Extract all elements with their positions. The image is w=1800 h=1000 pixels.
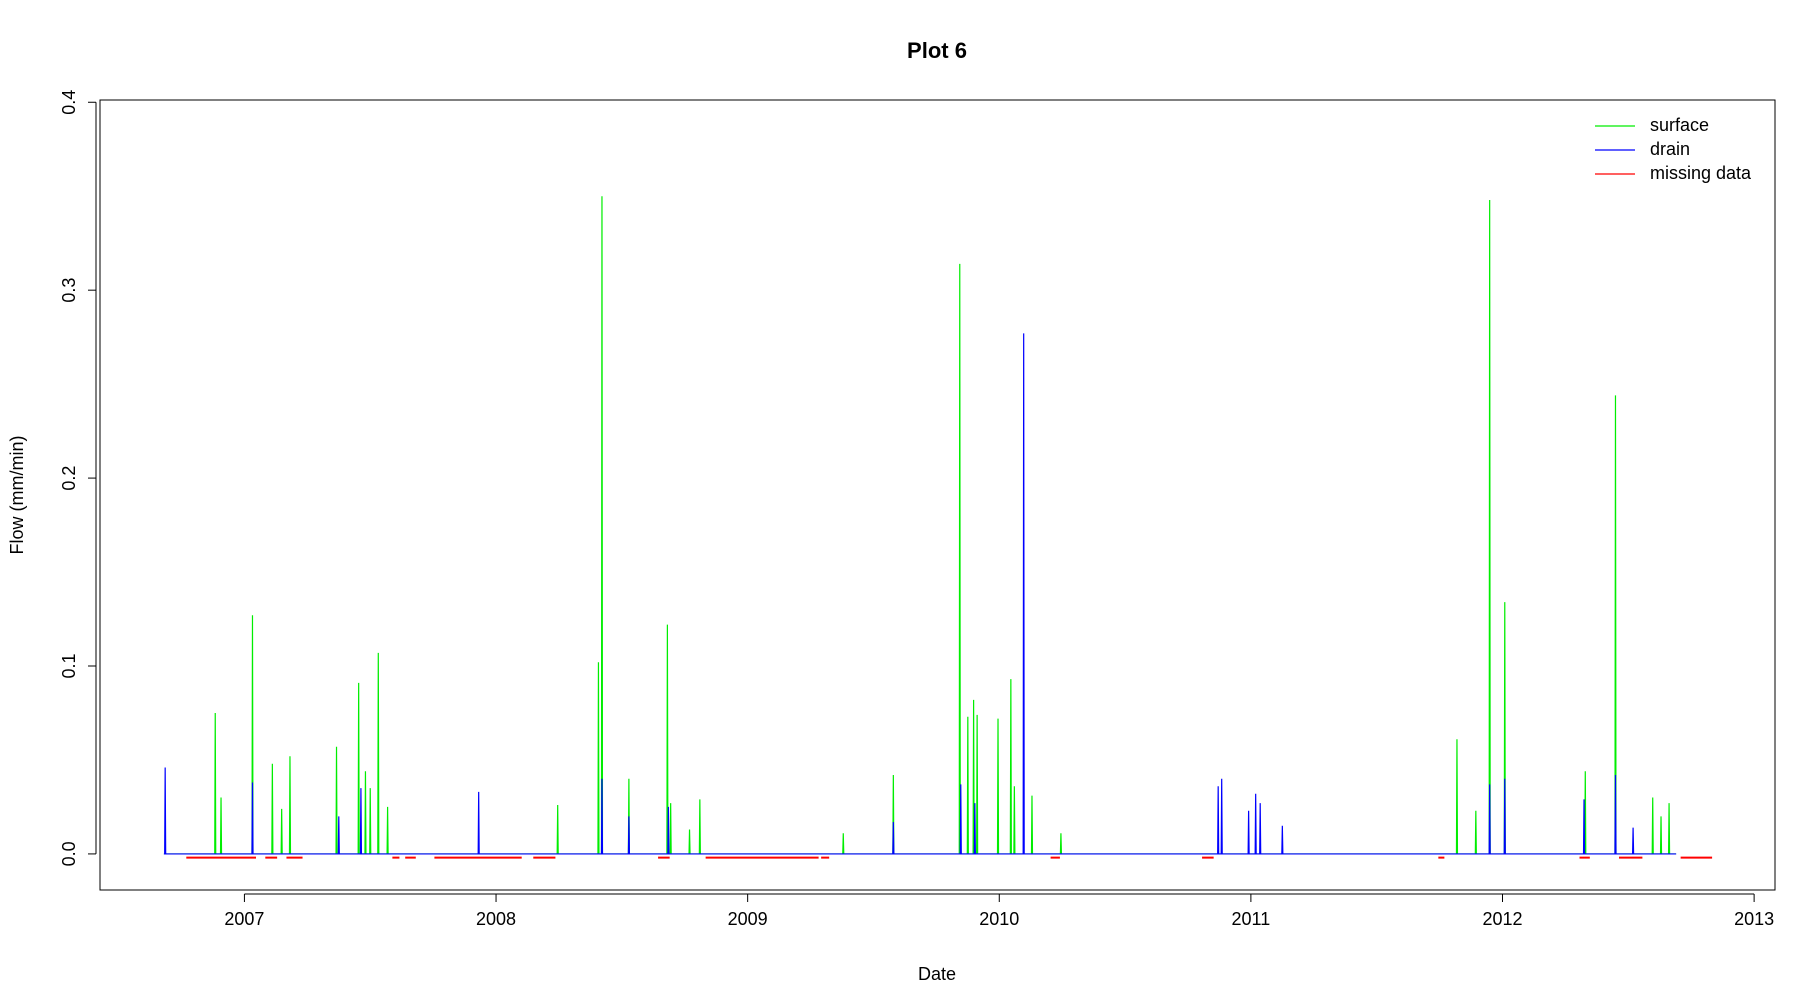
y-tick-label: 0.3 <box>59 278 79 303</box>
x-tick-label: 2010 <box>979 909 1019 929</box>
y-axis-label: Flow (mm/min) <box>7 436 27 555</box>
x-axis-label: Date <box>918 964 956 984</box>
plot-frame <box>99 99 1776 891</box>
x-tick-label: 2009 <box>728 909 768 929</box>
series-line <box>163 333 1677 855</box>
y-tick-label: 0.4 <box>59 90 79 115</box>
x-tick-label: 2012 <box>1482 909 1522 929</box>
legend-label: missing data <box>1650 163 1752 183</box>
x-tick-label: 2011 <box>1232 909 1271 929</box>
x-tick-label: 2013 <box>1734 909 1774 929</box>
y-tick-label: 0.2 <box>59 466 79 491</box>
y-tick-label: 0.0 <box>59 841 79 866</box>
x-tick-label: 2008 <box>476 909 516 929</box>
chart-title: Plot 6 <box>907 38 967 63</box>
legend-label: drain <box>1650 139 1690 159</box>
legend-label: surface <box>1650 115 1709 135</box>
y-tick-label: 0.1 <box>59 653 79 678</box>
x-tick-label: 2007 <box>224 909 264 929</box>
